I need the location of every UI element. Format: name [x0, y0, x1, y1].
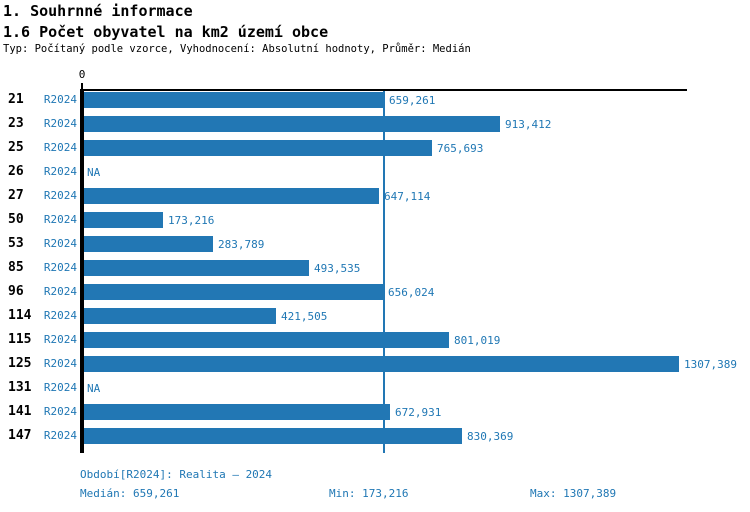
chart-row: 21 R2024 659,261: [0, 92, 750, 108]
chart-row: 26 R2024 NA: [0, 164, 750, 180]
chart-row: 96 R2024 656,024: [0, 284, 750, 300]
axis-zero-tick-mark: [81, 83, 83, 90]
value-label: 830,369: [467, 430, 514, 443]
period-label: R2024: [43, 357, 77, 370]
value-bar: [84, 356, 679, 372]
value-bar: [84, 140, 432, 156]
axis-left-line: [80, 89, 84, 453]
period-label: R2024: [43, 333, 77, 346]
category-label: 25: [8, 140, 24, 155]
value-bar: [84, 92, 384, 108]
chart-title: 1.6 Počet obyvatel na km2 území obce: [3, 23, 329, 41]
chart-row: 125 R2024 1307,389: [0, 356, 750, 372]
period-label: R2024: [43, 405, 77, 418]
value-bar: [84, 260, 309, 276]
chart-row: 147 R2024 830,369: [0, 428, 750, 444]
value-label: 913,412: [505, 118, 552, 131]
footer-median-label: Medián: 659,261: [80, 487, 180, 500]
value-label: 493,535: [314, 262, 361, 275]
category-label: 115: [8, 332, 32, 347]
value-label: 647,114: [384, 190, 431, 203]
category-label: 21: [8, 92, 24, 107]
period-label: R2024: [43, 117, 77, 130]
value-label: 801,019: [454, 334, 501, 347]
value-label: 659,261: [389, 94, 436, 107]
period-label: R2024: [43, 189, 77, 202]
chart-row: 50 R2024 173,216: [0, 212, 750, 228]
footer-max-label: Max: 1307,389: [530, 487, 617, 500]
chart-row: 131 R2024 NA: [0, 380, 750, 396]
category-label: 147: [8, 428, 32, 443]
period-label: R2024: [43, 261, 77, 274]
value-label: 765,693: [437, 142, 484, 155]
value-label: 1307,389: [684, 358, 737, 371]
value-bar: [84, 404, 390, 420]
category-label: 50: [8, 212, 24, 227]
footer-period-label: Období[R2024]: Realita – 2024: [80, 468, 273, 481]
axis-zero-tick-label: 0: [78, 68, 86, 81]
value-bar: [84, 308, 276, 324]
chart-row: 23 R2024 913,412: [0, 116, 750, 132]
chart-row: 53 R2024 283,789: [0, 236, 750, 252]
category-label: 125: [8, 356, 32, 371]
category-label: 131: [8, 380, 32, 395]
value-bar: [84, 428, 462, 444]
period-label: R2024: [43, 381, 77, 394]
category-label: 27: [8, 188, 24, 203]
value-label: NA: [87, 382, 101, 395]
value-bar: [84, 332, 449, 348]
chart-row: 27 R2024 647,114: [0, 188, 750, 204]
footer-min-label: Min: 173,216: [329, 487, 409, 500]
value-bar: [84, 212, 163, 228]
category-label: 53: [8, 236, 24, 251]
value-label: 283,789: [218, 238, 265, 251]
chart-row: 85 R2024 493,535: [0, 260, 750, 276]
chart-row: 25 R2024 765,693: [0, 140, 750, 156]
chart-row: 114 R2024 421,505: [0, 308, 750, 324]
period-label: R2024: [43, 93, 77, 106]
axis-top-line: [80, 89, 687, 91]
chart-row: 141 R2024 672,931: [0, 404, 750, 420]
period-label: R2024: [43, 309, 77, 322]
value-label: 421,505: [281, 310, 328, 323]
period-label: R2024: [43, 141, 77, 154]
value-label: NA: [87, 166, 101, 179]
category-label: 96: [8, 284, 24, 299]
value-bar: [84, 116, 500, 132]
value-label: 173,216: [168, 214, 215, 227]
period-label: R2024: [43, 285, 77, 298]
value-bar: [84, 284, 383, 300]
category-label: 26: [8, 164, 24, 179]
chart-description: Typ: Počítaný podle vzorce, Vyhodnocení:…: [3, 43, 471, 55]
value-label: 672,931: [395, 406, 442, 419]
value-bar: [84, 188, 379, 204]
period-label: R2024: [43, 237, 77, 250]
category-label: 85: [8, 260, 24, 275]
value-label: 656,024: [388, 286, 435, 299]
period-label: R2024: [43, 213, 77, 226]
value-bar: [84, 236, 213, 252]
category-label: 141: [8, 404, 32, 419]
category-label: 114: [8, 308, 32, 323]
category-label: 23: [8, 116, 24, 131]
chart-row: 115 R2024 801,019: [0, 332, 750, 348]
median-reference-line: [383, 91, 385, 453]
period-label: R2024: [43, 165, 77, 178]
section-title: 1. Souhrnné informace: [3, 2, 193, 20]
period-label: R2024: [43, 429, 77, 442]
